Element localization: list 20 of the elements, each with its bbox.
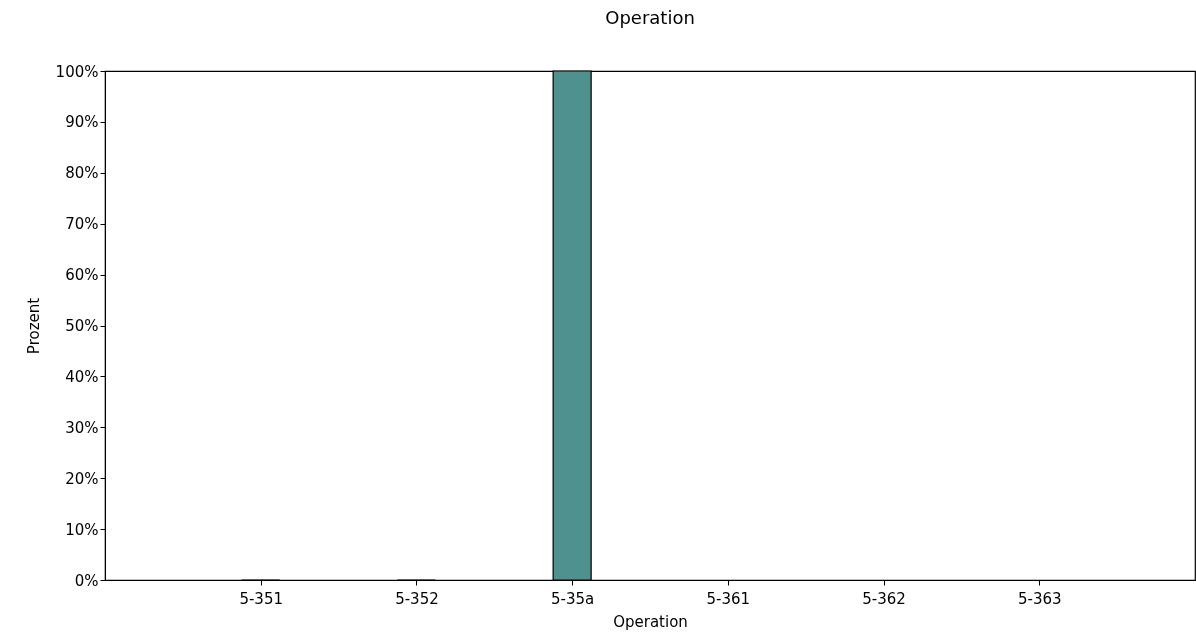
x-tick-label: 5-363 — [1017, 589, 1062, 608]
x-tick-label: 5-352 — [395, 589, 439, 608]
x-axis-title: Operation — [613, 612, 688, 631]
x-tick-label: 5-361 — [706, 589, 751, 608]
y-tick-label: 20% — [65, 469, 99, 488]
y-tick-label: 90% — [65, 113, 99, 132]
y-tick-label: 80% — [65, 164, 99, 183]
y-axis-title: Prozent — [24, 297, 43, 355]
x-tick-label: 5-35a — [551, 589, 595, 608]
x-tick-label: 5-351 — [239, 589, 284, 608]
y-tick-label: 10% — [65, 520, 99, 539]
x-tick-label: 5-362 — [862, 589, 906, 608]
y-tick-label: 30% — [65, 418, 99, 437]
y-tick-label: 40% — [65, 367, 99, 386]
y-tick-label: 70% — [65, 215, 99, 234]
y-tick-label: 100% — [55, 62, 99, 81]
chart-title: Operation — [605, 7, 695, 28]
y-tick-label: 50% — [65, 317, 99, 335]
y-tick-label: 0% — [74, 571, 99, 590]
y-tick-label: 60% — [65, 266, 99, 285]
